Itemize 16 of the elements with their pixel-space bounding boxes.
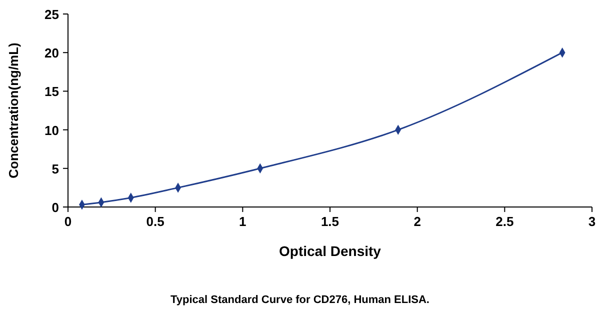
y-tick-label: 20 — [44, 46, 59, 61]
x-tick-label: 0 — [64, 214, 72, 229]
x-axis-title: Optical Density — [279, 243, 382, 259]
text: Typical Standard Curve for CD276, Human ELISA. — [170, 294, 430, 306]
y-tick-label: 0 — [52, 200, 59, 215]
y-tick-label: 10 — [44, 122, 59, 138]
y-tick-label: 15 — [44, 84, 59, 100]
x-tick-label: 1 — [239, 214, 246, 229]
x-tick-label: 1.5 — [320, 214, 340, 229]
y-axis-title: Concentration(ng/mL) — [6, 42, 21, 178]
y-tick-label: 5 — [52, 161, 59, 176]
x-tick-label: 2 — [414, 214, 421, 229]
y-tick-label: 25 — [44, 7, 59, 22]
x-tick-label: 2.5 — [496, 214, 514, 229]
x-tick-label: 0.5 — [146, 214, 164, 229]
x-tick-label: 3 — [588, 214, 596, 229]
